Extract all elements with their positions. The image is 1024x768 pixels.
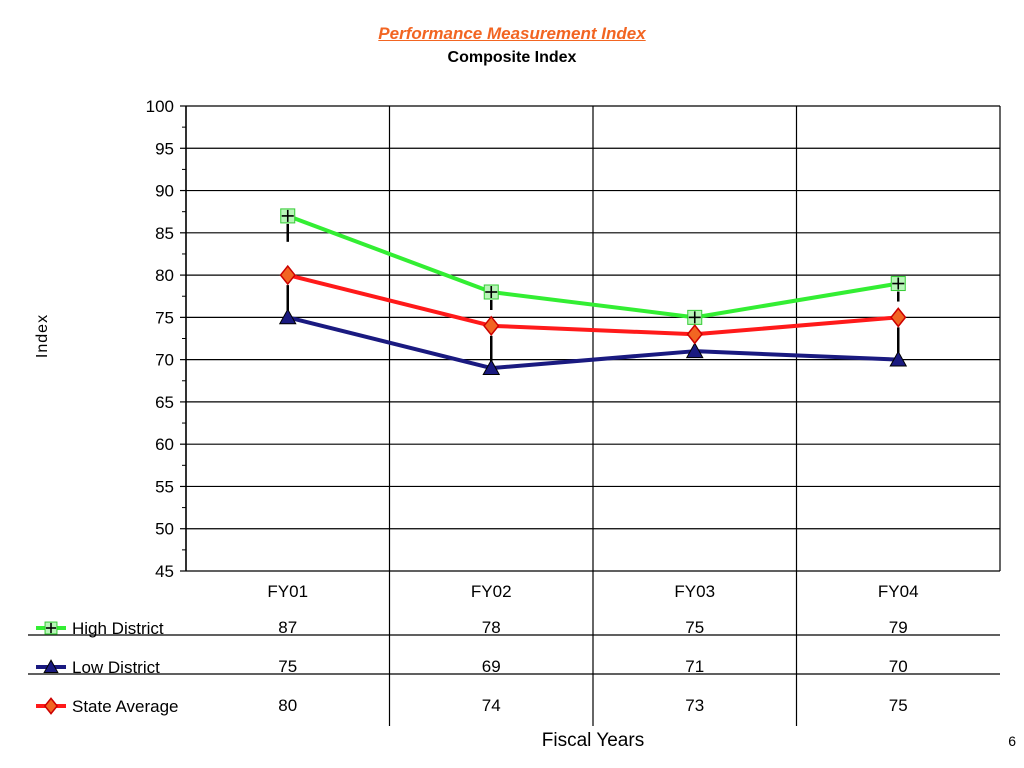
y-tick-label: 100: [146, 97, 174, 116]
table-cell-value: 75: [889, 696, 908, 715]
chart-title: Performance Measurement Index: [378, 24, 646, 43]
x-category-label: FY01: [267, 582, 308, 601]
y-tick-label: 45: [155, 562, 174, 581]
data-point-state-average: [686, 324, 703, 345]
x-category-label: FY03: [674, 582, 715, 601]
table-cell-value: 87: [278, 618, 297, 637]
table-cell-value: 78: [482, 618, 501, 637]
legend-label: High District: [72, 619, 164, 638]
data-point-low-district: [482, 359, 501, 375]
series-lines: [287, 214, 899, 371]
table-cell-value: 74: [482, 696, 501, 715]
table-cell-value: 75: [685, 618, 704, 637]
data-point-state-average: [890, 307, 907, 328]
table-cell-value: 73: [685, 696, 704, 715]
legend-swatch-marker: [43, 697, 59, 715]
data-point-state-average: [483, 315, 500, 337]
legend-label: State Average: [72, 697, 179, 716]
y-tick-label: 80: [155, 266, 174, 285]
y-tick-label: 85: [155, 224, 174, 243]
table-cell-value: 69: [482, 657, 501, 676]
table-cell-value: 75: [278, 657, 297, 676]
table-cell-value: 70: [889, 657, 908, 676]
y-tick-label: 70: [155, 351, 174, 370]
series-line-high-district: [287, 214, 899, 320]
y-axis-ticks: 45 50 55 60 65 70 75 80 85 90 95 100: [146, 97, 186, 581]
data-point-low-district: [685, 342, 704, 359]
series-line-low-district: [287, 315, 899, 371]
legend-label: Low District: [72, 658, 160, 677]
table-cell-value: 79: [889, 618, 908, 637]
data-point-low-district: [278, 308, 297, 325]
data-point-state-average: [279, 264, 296, 286]
table-cell-value: 71: [685, 657, 704, 676]
x-category-label: FY04: [878, 582, 919, 601]
y-tick-label: 95: [155, 139, 174, 158]
data-point-low-district: [889, 350, 908, 367]
data-table: FY01 FY02 FY03 FY04 High District 87 78 75 79 Low…: [28, 582, 1000, 716]
x-category-label: FY02: [471, 582, 512, 601]
y-tick-label: 65: [155, 393, 174, 412]
page-number: 6: [1008, 733, 1016, 749]
y-tick-label: 55: [155, 477, 174, 496]
y-tick-label: 75: [155, 308, 174, 327]
series-line-state-average: [287, 273, 899, 337]
legend-swatch-marker: [43, 659, 59, 673]
grid-lines: [185, 105, 1001, 726]
table-cell-value: 80: [278, 696, 297, 715]
y-tick-label: 90: [155, 182, 174, 201]
y-tick-label: 60: [155, 435, 174, 454]
series-markers: [278, 208, 908, 375]
y-tick-label: 50: [155, 520, 174, 539]
chart-subtitle: Composite Index: [447, 49, 577, 66]
x-axis-label: Fiscal Years: [541, 730, 645, 751]
